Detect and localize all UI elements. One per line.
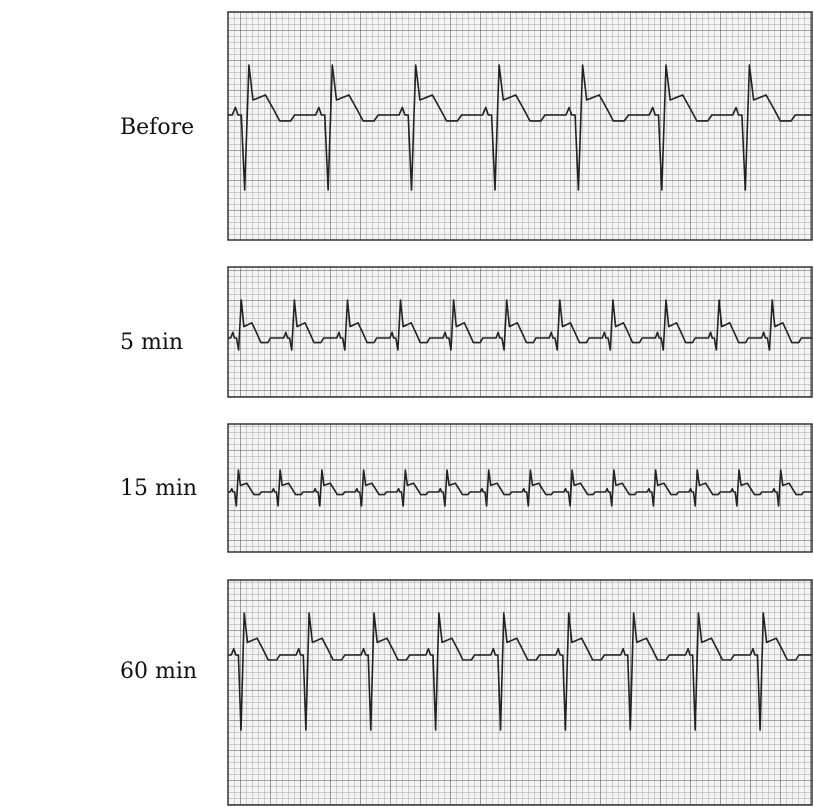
- ecg-grid: [228, 12, 812, 240]
- panel-label: 60 min: [120, 659, 197, 684]
- panel-label: 15 min: [120, 476, 197, 501]
- panel-label: 5 min: [120, 330, 183, 355]
- ecg-grid: [228, 580, 812, 805]
- panel-label: Before: [120, 115, 194, 140]
- ecg-figure: Before 5 min 15 min 60 min: [0, 0, 814, 807]
- ecg-grid: [228, 267, 812, 397]
- ecg-grid: [228, 424, 812, 552]
